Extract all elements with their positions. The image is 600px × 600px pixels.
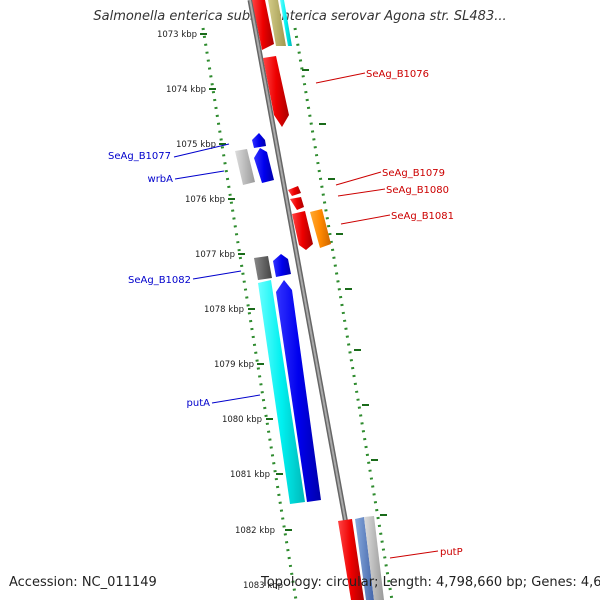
ruler-tick-label: 1073 kbp (157, 30, 197, 40)
gene-label-seag-b1081: SeAg_B1081 (391, 211, 454, 222)
gene-feature (280, 0, 292, 46)
gene-seag-b1082 (273, 254, 291, 277)
gene-seag-b1080 (290, 197, 304, 210)
gene-seag-b1077 (252, 133, 266, 148)
topology-text: Topology: circular; Length: 4,798,660 bp… (261, 575, 600, 590)
ruler-tick-label: 1074 kbp (166, 85, 206, 95)
gene-feature (268, 0, 286, 46)
gene-label-putp: putP (440, 547, 463, 558)
gene-label-seag-b1079: SeAg_B1079 (382, 168, 445, 179)
gene-labels: SeAg_B1076 SeAg_B1079 SeAg_B1080 SeAg_B1… (108, 69, 463, 558)
gene-wrba (254, 148, 274, 183)
gene-feature (235, 149, 255, 185)
ruler-tick-label: 1082 kbp (235, 526, 275, 536)
reverse-strand-genes (235, 133, 321, 504)
forward-strand-genes (252, 0, 384, 600)
gene-feature (252, 0, 274, 50)
ruler-dots (201, 27, 394, 600)
gene-feature (355, 517, 374, 600)
label-connectors (173, 72, 439, 559)
gene-seag-b1081 (310, 209, 331, 248)
gene-label-seag-b1082: SeAg_B1082 (128, 275, 191, 286)
ruler-tick-label: 1077 kbp (195, 250, 235, 260)
gene-label-seag-b1076: SeAg_B1076 (366, 69, 429, 80)
gene-seag-b1079 (288, 186, 301, 196)
gene-puta (258, 280, 305, 504)
ruler-tick-label: 1083 kbp (243, 581, 283, 591)
gene-seag-b1076 (263, 56, 289, 127)
gene-feature (254, 256, 272, 280)
gene-feature (292, 211, 313, 250)
ruler-tick-label: 1075 kbp (176, 140, 216, 150)
map-title: Salmonella enterica subsp. enterica sero… (93, 9, 507, 24)
ruler-ticks: 1073 kbp 1074 kbp 1075 kbp 1076 kbp 1077… (157, 30, 387, 591)
gene-label-puta: putA (187, 398, 211, 409)
ruler-tick-label: 1080 kbp (222, 415, 262, 425)
ruler-tick-label: 1076 kbp (185, 195, 225, 205)
accession-text: Accession: NC_011149 (9, 575, 157, 590)
gene-label-wrba: wrbA (148, 174, 174, 185)
gene-feature (276, 280, 321, 502)
ruler-tick-label: 1081 kbp (230, 470, 270, 480)
gene-label-seag-b1080: SeAg_B1080 (386, 185, 449, 196)
gene-feature (364, 516, 384, 600)
gene-putp (338, 519, 364, 600)
gene-label-seag-b1077: SeAg_B1077 (108, 151, 171, 162)
ruler-tick-label: 1079 kbp (214, 360, 254, 370)
backbone (247, 0, 363, 600)
ruler-tick-label: 1078 kbp (204, 305, 244, 315)
